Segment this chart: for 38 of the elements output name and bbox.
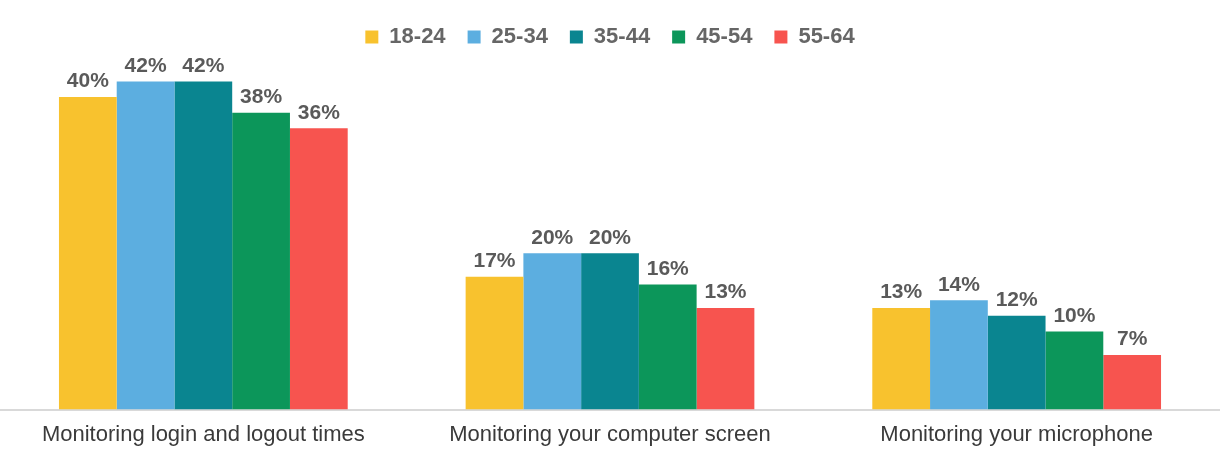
data-label: 42%: [182, 52, 225, 76]
bar: [58, 97, 117, 410]
bar: [174, 81, 233, 410]
bar: [465, 276, 524, 410]
bar: [232, 112, 290, 410]
legend-label: 35-44: [593, 23, 651, 49]
data-label: 7%: [1116, 326, 1148, 350]
data-label: 12%: [995, 287, 1039, 311]
bar: [116, 81, 175, 410]
bar: [1103, 354, 1162, 410]
bar: [581, 253, 639, 410]
data-label: 17%: [473, 248, 516, 272]
bar: [289, 128, 348, 410]
x-tick-label: Monitoring your microphone: [880, 420, 1154, 446]
bar: [1045, 331, 1104, 410]
legend-label: 55-64: [798, 23, 856, 49]
bar: [638, 284, 697, 410]
data-label: 16%: [646, 255, 690, 279]
x-tick-label: Monitoring login and logout times: [41, 420, 365, 446]
data-label: 10%: [1053, 302, 1096, 326]
data-label: 38%: [240, 83, 283, 107]
bar: [987, 315, 1046, 410]
bar: [523, 253, 582, 410]
legend-label: 18-24: [389, 23, 447, 49]
legend-label: 25-34: [491, 23, 549, 49]
data-label: 13%: [880, 279, 923, 303]
data-label: 36%: [297, 99, 341, 123]
data-label: 42%: [124, 52, 167, 76]
x-tick-label: Monitoring your computer screen: [449, 420, 771, 446]
bar: [872, 308, 931, 410]
data-label: 40%: [66, 68, 110, 92]
data-label: 14%: [937, 271, 981, 295]
bar: [930, 300, 988, 410]
data-label: 20%: [531, 224, 574, 248]
legend-label: 45-54: [696, 23, 754, 49]
data-label: 20%: [588, 224, 632, 248]
bar: [696, 308, 755, 410]
data-label: 13%: [704, 279, 747, 303]
